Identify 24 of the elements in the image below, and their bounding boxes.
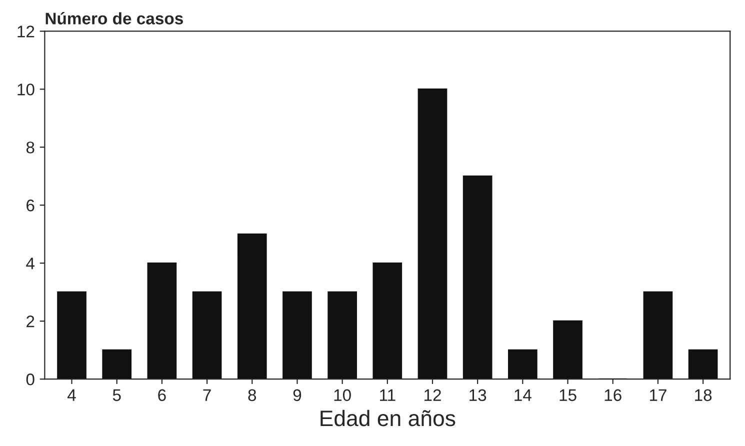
y-tick-label: 6 xyxy=(26,200,34,212)
x-tick-label: 8 xyxy=(248,389,256,402)
y-tick-label: 8 xyxy=(26,142,34,154)
x-tick-label: 17 xyxy=(650,389,666,401)
x-tick-label: 18 xyxy=(695,389,712,402)
x-tick-label: 4 xyxy=(68,389,76,401)
y-axis-title: Número de casos xyxy=(46,12,183,24)
x-tick-label: 10 xyxy=(334,389,351,402)
x-tick-label: 12 xyxy=(424,389,441,401)
x-tick-label: 5 xyxy=(112,389,121,402)
y-tick-label: 2 xyxy=(26,316,34,328)
x-tick-label: 13 xyxy=(470,389,486,402)
x-tick-label: 9 xyxy=(293,389,302,402)
y-tick-label: 10 xyxy=(18,84,34,96)
x-tick-label: 11 xyxy=(380,389,396,401)
y-tick-label: 0 xyxy=(26,374,34,386)
y-tick-label: 4 xyxy=(26,258,34,270)
x-tick-label: 16 xyxy=(604,389,622,402)
x-tick-label: 15 xyxy=(560,389,576,402)
x-tick-label: 6 xyxy=(158,389,166,402)
x-tick-label: 7 xyxy=(203,389,211,401)
x-axis-title: Edad en años xyxy=(320,410,456,426)
x-tick-label: 14 xyxy=(514,389,532,401)
y-tick-label: 12 xyxy=(18,26,34,38)
